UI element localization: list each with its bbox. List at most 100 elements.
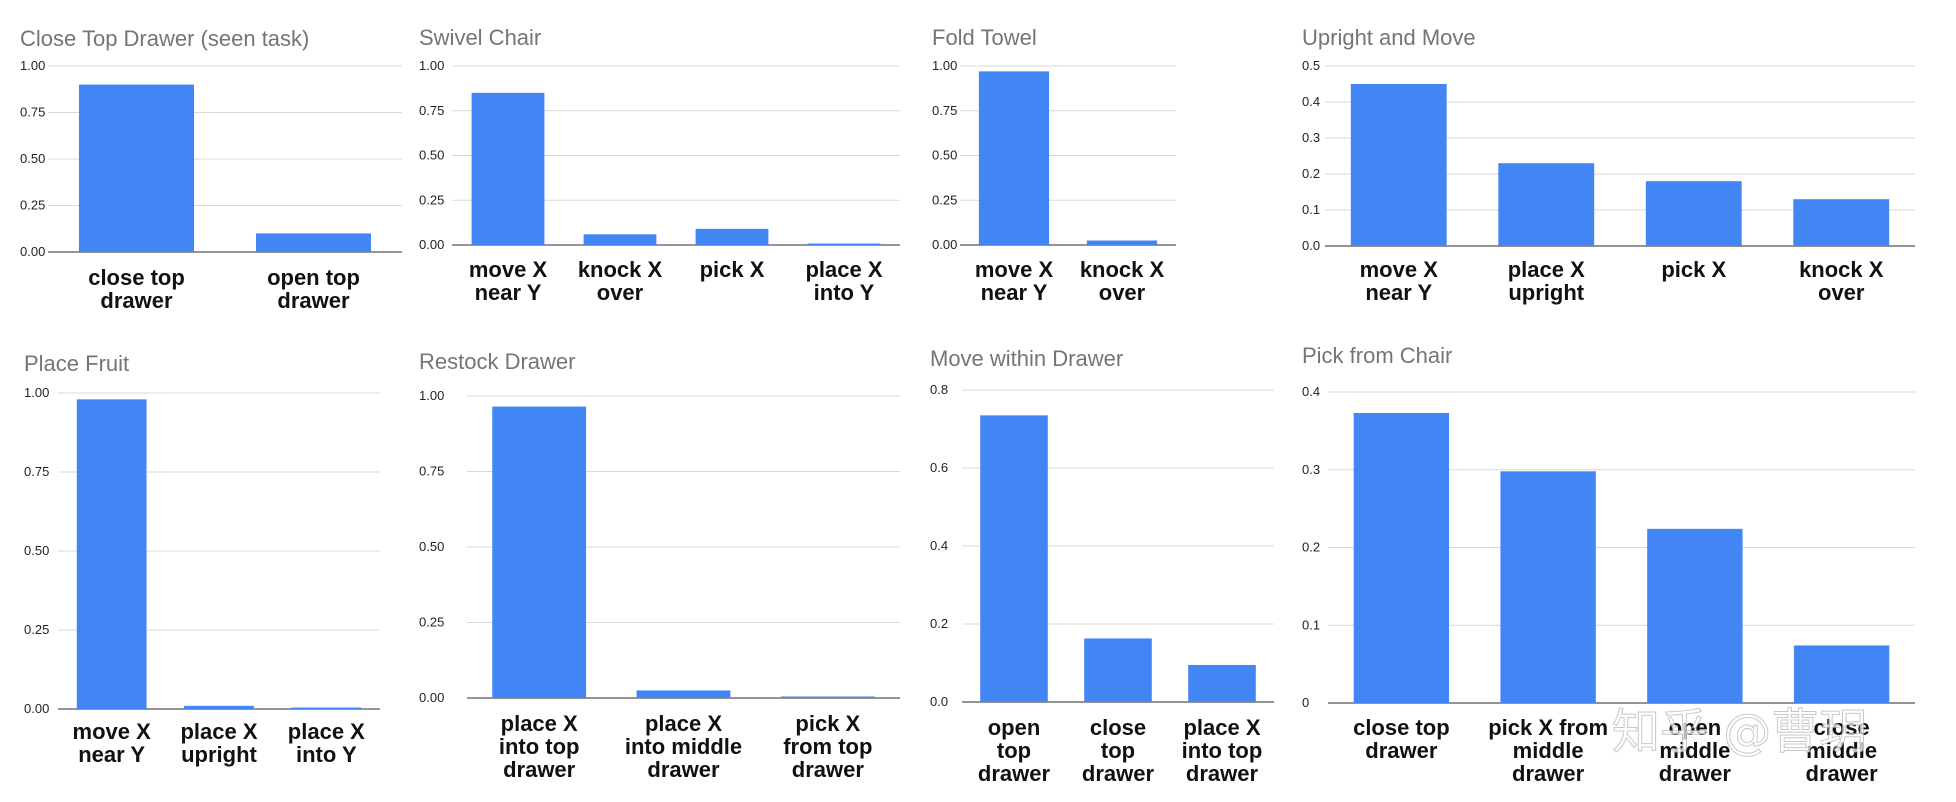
category-label-line: move X [469,257,548,282]
bar [1647,528,1743,703]
y-tick-label: 0.25 [932,192,957,207]
y-tick-label: 1.00 [419,388,444,403]
category-label: open top drawer [267,265,360,313]
category-label-line: near Y [475,280,542,305]
y-tick-label: 0.00 [932,237,957,252]
category-label: close top drawer [1082,715,1155,786]
chart-title: Close Top Drawer (seen task) [20,26,309,51]
chart-title: Fold Towel [932,25,1037,50]
y-tick-label: 0.1 [1302,617,1320,632]
y-tick-label: 1.00 [932,58,957,73]
category-label-line: drawer [1512,761,1585,786]
category-label-line: place X [805,257,882,282]
category-label-line: drawer [277,288,350,313]
y-tick-label: 0.4 [930,538,948,553]
bar [636,690,731,698]
category-label-line: middle [1659,738,1730,763]
category-label-line: from top [783,734,872,759]
category-label-line: over [1818,280,1865,305]
y-tick-label: 0.75 [419,464,444,479]
category-label-line: upright [1508,280,1584,305]
y-tick-label: 0.2 [1302,540,1320,555]
category-label-line: drawer [792,757,865,782]
category-label-line: drawer [1659,761,1732,786]
chart-1: Close Top Drawer (seen task) 0.00 0.25 0.50… [20,26,402,313]
category-label-line: over [1099,280,1146,305]
y-tick-label: 0.75 [20,105,45,120]
category-label-line: near Y [1365,280,1432,305]
y-tick-label: 0.00 [24,701,49,716]
category-label-line: close [1813,715,1869,740]
bar [1793,645,1890,703]
chart-title: Place Fruit [24,351,129,376]
chart-title: Restock Drawer [419,349,575,374]
y-tick-label: 0.8 [930,382,948,397]
category-label-line: middle [1513,738,1584,763]
bar [1353,412,1450,703]
y-tick-label: 0.25 [20,198,45,213]
category-label-line: pick X from [1488,715,1608,740]
category-label-line: into top [1182,738,1263,763]
category-label-line: close [1090,715,1146,740]
y-tick-label: 0.75 [24,464,49,479]
category-label-line: open [1669,715,1722,740]
y-tick-label: 0.6 [930,460,948,475]
bar [1498,163,1595,246]
y-tick-label: 0.00 [419,690,444,705]
category-label-line: knock X [1080,257,1165,282]
category-label-line: move X [975,257,1054,282]
category-label: open top drawer [978,715,1051,786]
y-tick-label: 0.1 [1302,202,1320,217]
bar [807,243,881,245]
category-label-line: top [1101,738,1135,763]
category-label-line: drawer [647,757,720,782]
y-tick-label: 0.2 [1302,166,1320,181]
category-label-line: into top [499,734,580,759]
y-tick-label: 0.00 [419,237,444,252]
category-label-line: close top [88,265,185,290]
y-tick-label: 0.4 [1302,384,1320,399]
y-tick-label: 0.75 [932,103,957,118]
category-label-line: place X [1183,715,1260,740]
y-tick-label: 0.25 [419,192,444,207]
category-label-line: pick X [700,257,765,282]
category-label-line: pick X [795,711,860,736]
category-label-line: near Y [981,280,1048,305]
y-tick-label: 0.5 [1302,58,1320,73]
category-label-line: top [997,738,1031,763]
category-label: close middle drawer [1806,715,1879,786]
chart-title: Move within Drawer [930,346,1123,371]
category-label-line: drawer [100,288,173,313]
y-tick-label: 0.3 [1302,130,1320,145]
y-tick-label: 0.2 [930,616,948,631]
y-tick-label: 0.0 [930,694,948,709]
category-label-line: move X [73,719,152,744]
bar [695,228,769,245]
chart-4: Upright and Move 0.0 0.1 0.2 0.3 0.4 0.5 move X… [1302,25,1915,305]
y-tick-label: 1.00 [419,58,444,73]
y-tick-label: 0.25 [419,615,444,630]
y-tick-label: 0.50 [419,539,444,554]
y-tick-label: 0.50 [24,543,49,558]
bar [1350,84,1447,246]
category-label-line: place X [1508,257,1585,282]
y-tick-label: 0.50 [20,151,45,166]
category-label-line: place X [180,719,257,744]
category-label-line: drawer [503,757,576,782]
chart-title: Pick from Chair [1302,343,1452,368]
bar [291,707,362,709]
category-label-line: into Y [814,280,875,305]
